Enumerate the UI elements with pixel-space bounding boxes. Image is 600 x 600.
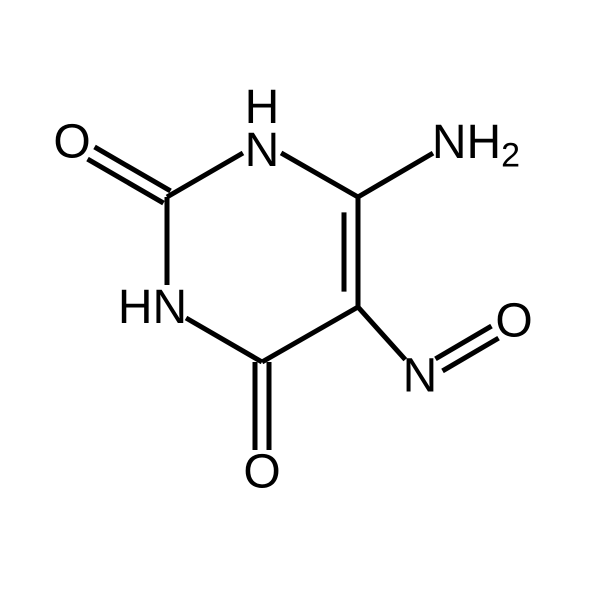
svg-text:O: O (495, 295, 532, 348)
svg-text:NH2: NH2 (432, 116, 520, 175)
svg-text:N: N (403, 350, 438, 403)
svg-text:N: N (245, 124, 280, 177)
molecule-diagram: HNOHNONH2NO (0, 0, 600, 600)
svg-text:O: O (53, 116, 90, 169)
svg-text:HN: HN (118, 281, 187, 334)
atom-labels: HNOHNONH2NO (53, 81, 532, 499)
svg-text:O: O (243, 446, 280, 499)
